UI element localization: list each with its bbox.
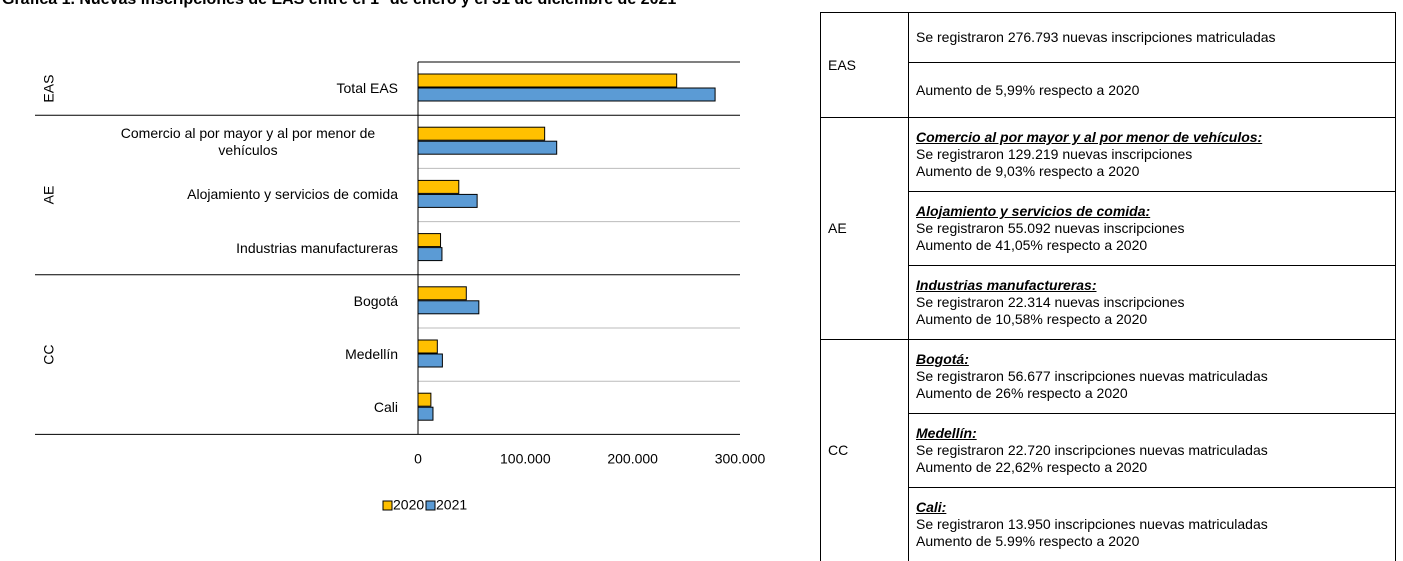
table-row: Industrias manufactureras: Se registraron… (821, 265, 1396, 340)
x-tick-label: 0 (414, 451, 422, 467)
bar (417, 73, 678, 88)
x-tick-label: 200.000 (607, 451, 658, 467)
category-label: Cali (50, 381, 398, 434)
category-label: Medellín (50, 328, 398, 381)
bar (417, 87, 716, 102)
legend-label: 2021 (436, 497, 467, 513)
item-line: Se registraron 13.950 inscripciones nuev… (916, 516, 1268, 532)
bar (417, 193, 478, 208)
category-label: Industrias manufactureras (50, 222, 398, 275)
table-row: Medellín: Se registraron 22.720 inscripci… (821, 413, 1396, 488)
bar (417, 300, 480, 315)
bar (417, 179, 460, 194)
table-row: Aumento de 5,99% respecto a 2020 (821, 62, 1396, 118)
group-cell: EAS (820, 12, 909, 118)
category-label: Total EAS (50, 62, 398, 115)
item-line: Se registraron 55.092 nuevas inscripcion… (916, 220, 1185, 236)
x-tick-label: 100.000 (500, 451, 551, 467)
info-table: EAS Se registraron 276.793 nuevas inscrip… (820, 12, 1403, 561)
text-cell: Bogotá: Se registraron 56.677 inscripcion… (908, 339, 1396, 414)
bar (417, 140, 558, 155)
text-cell: Aumento de 5,99% respecto a 2020 (908, 62, 1396, 118)
item-line: Se registraron 129.219 nuevas inscripcio… (916, 146, 1193, 162)
category-text: Medellín (345, 346, 398, 363)
item-heading: Alojamiento y servicios de comida: (916, 203, 1151, 219)
table-row: Alojamiento y servicios de comida: Se reg… (821, 191, 1396, 266)
bar (417, 392, 432, 407)
item-heading: Bogotá: (916, 351, 969, 367)
text-cell: Medellín: Se registraron 22.720 inscripci… (908, 413, 1396, 488)
item-line: Se registraron 22.720 inscripciones nuev… (916, 442, 1268, 458)
bar (417, 353, 443, 368)
chart: EAS AE CC 0 100.000 200.000 300.000 2020 2021 (35, 61, 766, 513)
group-label: EAS (41, 75, 57, 103)
item-line: Aumento de 26% respecto a 2020 (916, 385, 1128, 401)
group-label: AE (41, 186, 57, 205)
item-line: Aumento de 41,05% respecto a 2020 (916, 237, 1148, 253)
title: Gráfica 1. Nuevas inscripciones de EAS e… (2, 0, 676, 9)
table-row: EAS Se registraron 276.793 nuevas inscrip… (820, 12, 1396, 118)
bar (417, 126, 546, 141)
group-cell: CC (820, 339, 909, 561)
category-label: Comercio al por mayor y al por menor de … (50, 115, 398, 168)
text-cell: Alojamiento y servicios de comida: Se reg… (908, 191, 1396, 266)
category-label: Bogotá (50, 275, 398, 328)
x-tick-label: 300.000 (715, 451, 766, 467)
table-row: AE Comercio al por mayor y al por menor d… (820, 117, 1396, 340)
item-heading: Medellín: (916, 425, 977, 441)
legend-swatch (425, 500, 436, 511)
item-line: Se registraron 22.314 nuevas inscripcion… (916, 294, 1185, 310)
text-cell: Cali: Se registraron 13.950 inscripciones… (908, 487, 1396, 561)
text-cell: Se registraron 276.793 nuevas inscripcio… (908, 12, 1396, 63)
category-text: Bogotá (353, 292, 398, 309)
text-cell: Industrias manufactureras: Se registraron… (908, 265, 1396, 340)
item-line: Aumento de 5.99% respecto a 2020 (916, 533, 1140, 549)
bar (417, 286, 467, 301)
legend-label: 2020 (393, 497, 424, 513)
category-label: Alojamiento y servicios de comida (50, 168, 398, 221)
item-heading: Cali: (916, 499, 947, 515)
item-line: Se registraron 276.793 nuevas inscripcio… (916, 29, 1276, 45)
item-line: Aumento de 22,62% respecto a 2020 (916, 459, 1148, 475)
category-text: Total EAS (336, 80, 398, 97)
item-heading: Comercio al por mayor y al por menor de … (916, 129, 1263, 145)
bar (417, 247, 443, 262)
category-text: Comercio al por mayor y al por menor de … (120, 124, 376, 158)
table-row: CC Bogotá: Se registraron 56.677 inscripci… (820, 339, 1396, 561)
item-line: Aumento de 10,58% respecto a 2020 (916, 311, 1148, 327)
bar (417, 339, 438, 354)
category-text: Industrias manufactureras (236, 239, 398, 256)
item-heading: Industrias manufactureras: (916, 277, 1097, 293)
bar (417, 233, 442, 248)
text-cell: Comercio al por mayor y al por menor de … (908, 117, 1396, 192)
category-text: Alojamiento y servicios de comida (187, 186, 398, 203)
item-line: Aumento de 5,99% respecto a 2020 (916, 81, 1140, 98)
group-cell: AE (820, 117, 909, 340)
item-line: Aumento de 9,03% respecto a 2020 (916, 163, 1140, 179)
item-line: Se registraron 56.677 inscripciones nuev… (916, 368, 1268, 384)
category-text: Cali (373, 399, 398, 416)
group-label: CC (41, 344, 57, 364)
bar (417, 406, 434, 421)
legend-swatch (382, 500, 393, 511)
